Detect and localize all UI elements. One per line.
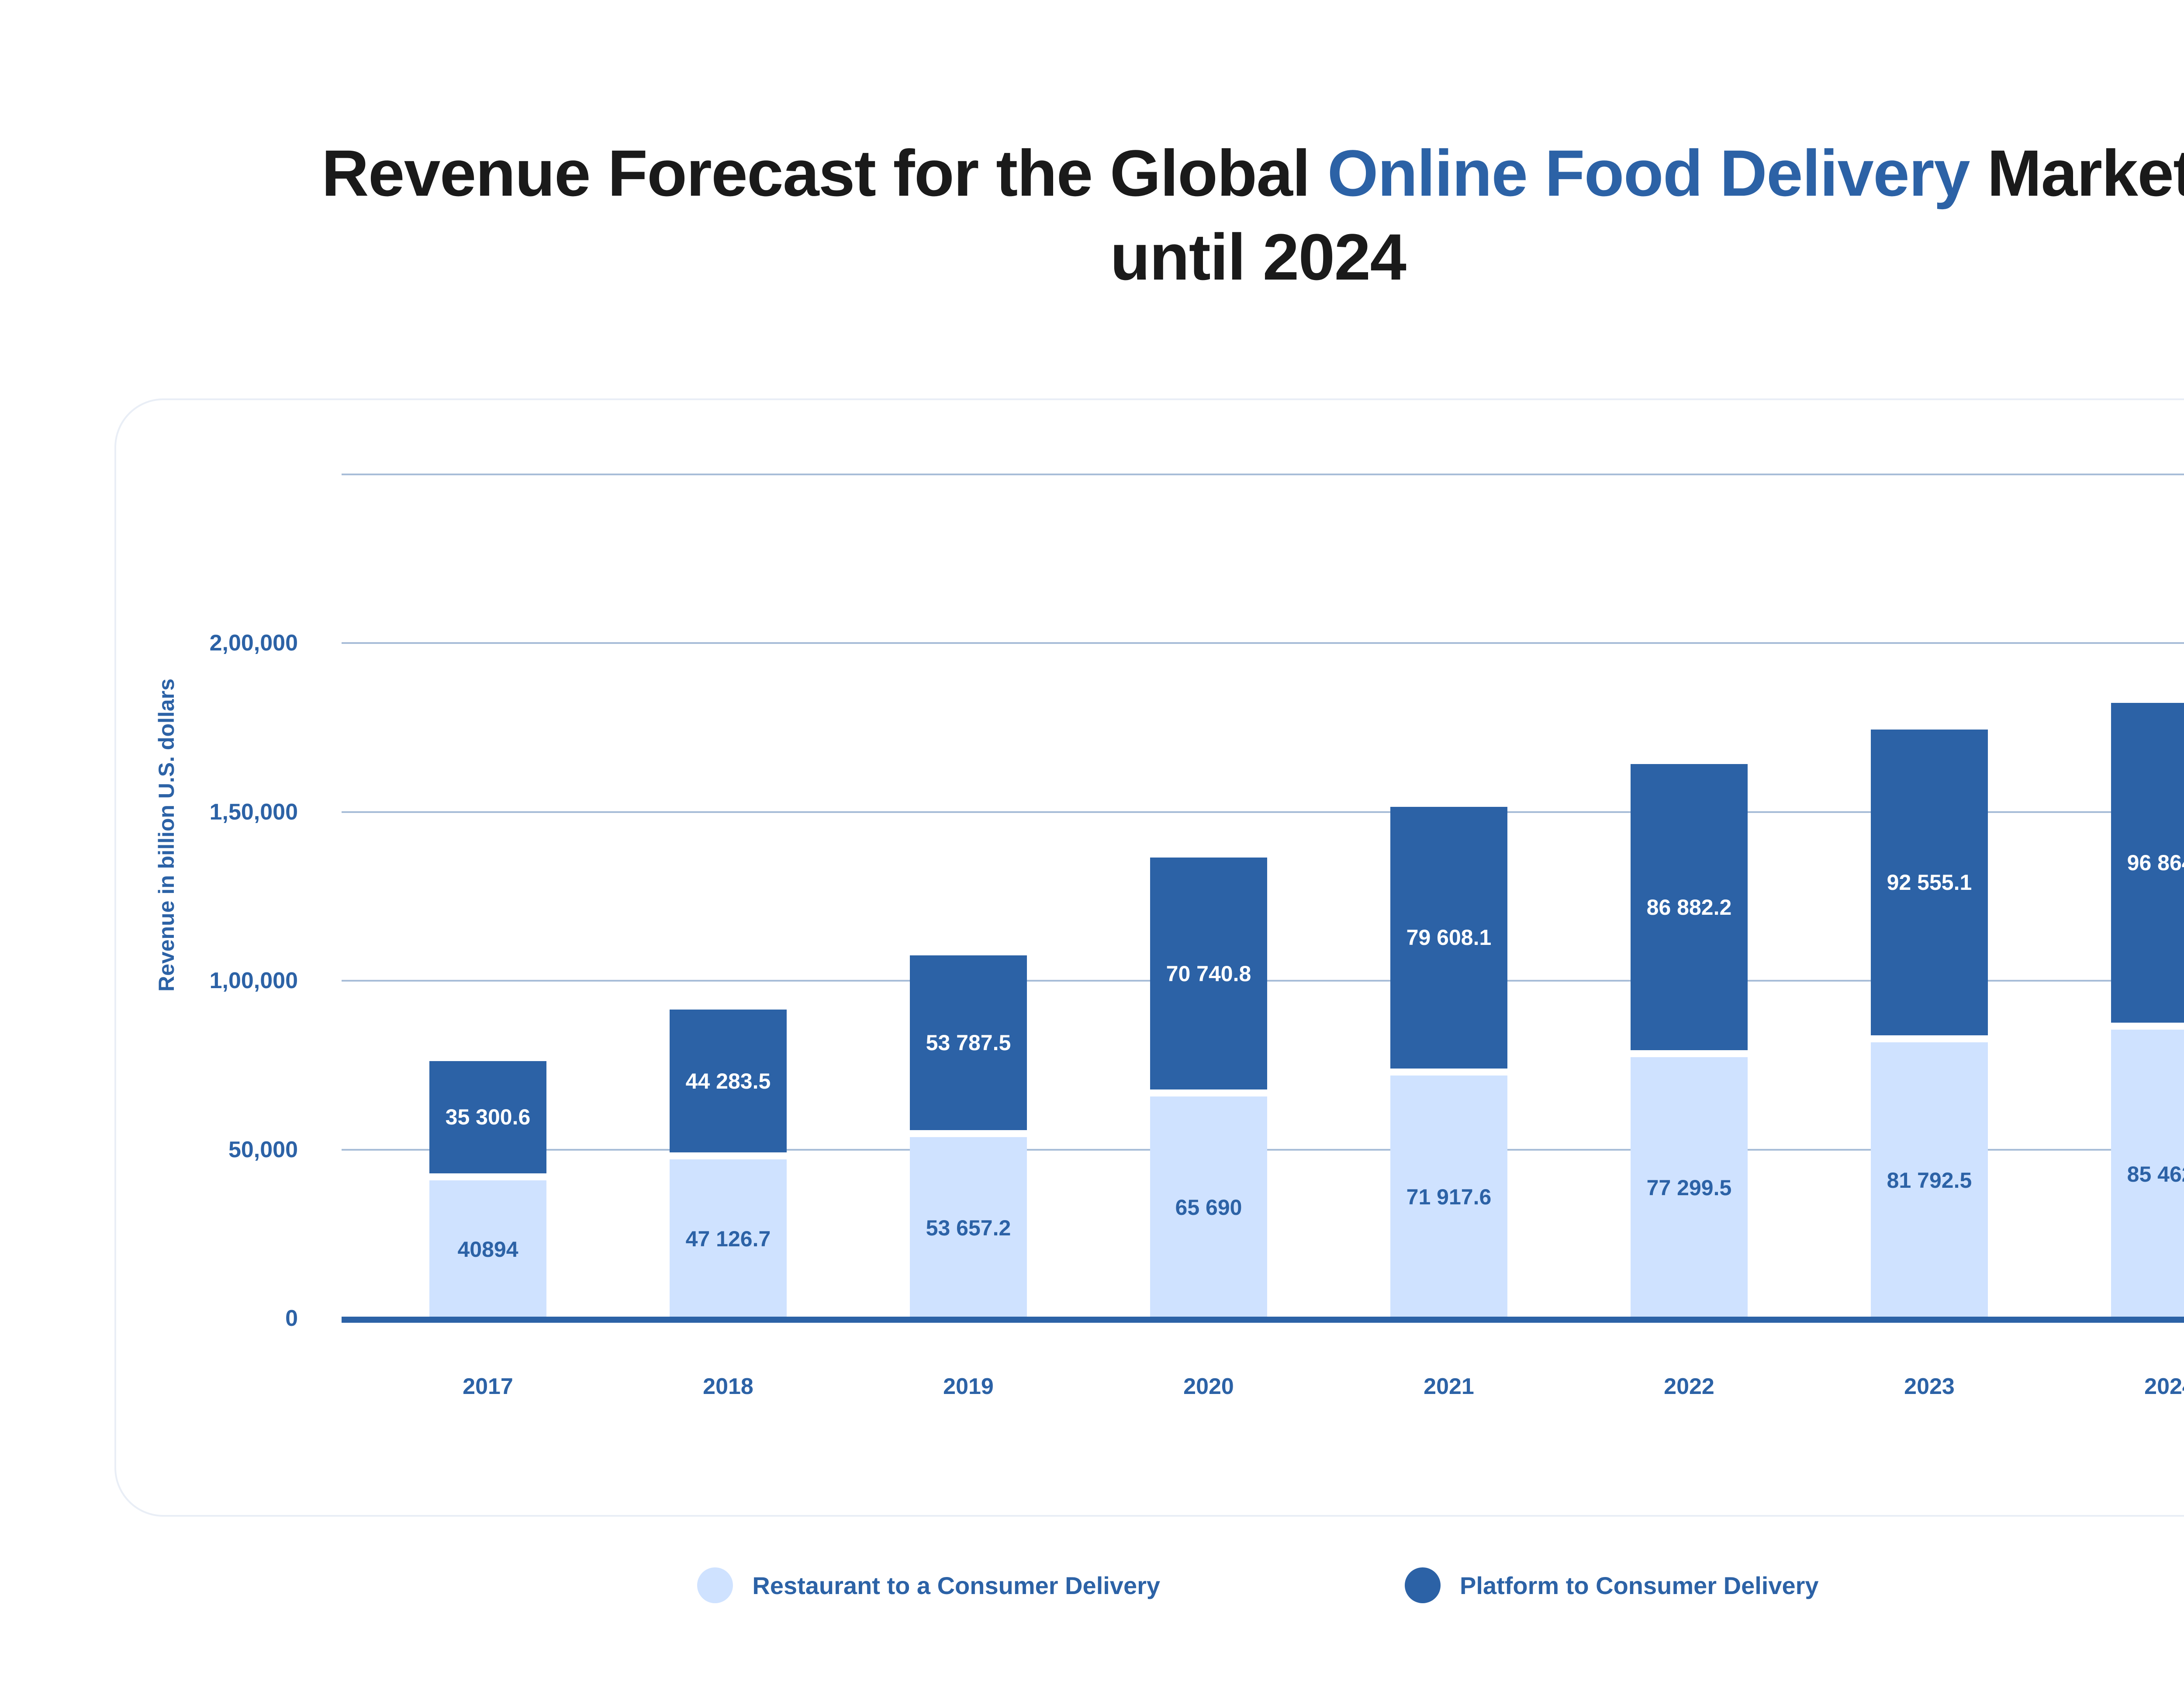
bar-segment-restaurant[interactable]: 77 299.5	[1631, 1057, 1748, 1318]
bar-value-label: 81 792.5	[1887, 1168, 1972, 1193]
bar-value-label: 35 300.6	[445, 1105, 531, 1130]
bar-segment-platform[interactable]: 53 787.5	[910, 955, 1027, 1131]
bar-segment-restaurant[interactable]: 85 462.8	[2111, 1030, 2184, 1318]
y-axis-tick-label: 1,50,000	[209, 799, 298, 825]
y-axis-tick-label: 50,000	[228, 1137, 298, 1162]
bar-value-label: 86 882.2	[1646, 895, 1732, 920]
bar-value-label: 40894	[457, 1237, 518, 1262]
x-axis-tick-label: 2020	[1183, 1374, 1234, 1399]
bar-segment-restaurant[interactable]: 53 657.2	[910, 1137, 1027, 1318]
bar-group[interactable]: 65 690 70 740.8 2020	[1150, 474, 1267, 1399]
x-axis-tick-label: 2022	[1664, 1374, 1714, 1399]
bar-segment-restaurant[interactable]: 40894	[429, 1180, 546, 1318]
bar-value-label: 96 864.4	[2127, 851, 2184, 875]
bar-group[interactable]: 81 792.5 92 555.1 2023	[1871, 474, 1988, 1399]
chart-legend: Restaurant to a Consumer Delivery Platfor…	[0, 1567, 2184, 1603]
bar-value-label: 44 283.5	[685, 1069, 771, 1093]
legend-label: Restaurant to a Consumer Delivery	[752, 1571, 1161, 1599]
y-axis-title: Revenue in billion U.S. dollars	[154, 678, 179, 992]
bar-group[interactable]: 77 299.5 86 882.2 2022	[1631, 474, 1748, 1399]
bar-segment-platform[interactable]: 92 555.1	[1871, 730, 1988, 1035]
chart-title-area: Revenue Forecast for the Global Online F…	[0, 131, 2184, 299]
x-axis-tick-label: 2018	[703, 1374, 753, 1399]
bar-group[interactable]: 47 126.7 44 283.5 2018	[670, 474, 787, 1399]
title-text-trailing: Market until 2024	[1110, 136, 2184, 294]
bar-segment-restaurant[interactable]: 71 917.6	[1390, 1076, 1507, 1318]
page-title: Revenue Forecast for the Global Online F…	[319, 131, 2184, 299]
legend-swatch-icon	[697, 1567, 733, 1603]
y-axis-tick-label: 1,00,000	[209, 968, 298, 993]
x-axis-baseline	[342, 1317, 2184, 1323]
y-axis-tick-label: 0	[285, 1306, 298, 1331]
title-text-accent: Online Food Delivery	[1327, 136, 1970, 210]
x-axis-tick-label: 2017	[463, 1374, 513, 1399]
bar-segment-platform[interactable]: 79 608.1	[1390, 806, 1507, 1069]
bar-value-label: 79 608.1	[1406, 925, 1492, 950]
bar-group[interactable]: 40894 35 300.6 2017	[429, 474, 546, 1399]
bar-value-label: 85 462.8	[2127, 1162, 2184, 1186]
bar-value-label: 92 555.1	[1887, 870, 1972, 895]
title-text-leading: Revenue Forecast for the Global	[321, 136, 1327, 210]
bar-group[interactable]: 53 657.2 53 787.5 2019	[910, 474, 1027, 1399]
bar-group[interactable]: 71 917.6 79 608.1 2021	[1390, 474, 1507, 1399]
bar-series-container: 40894 35 300.6 2017 47 126.7 44 283.5 2018 53 …	[342, 474, 2184, 1399]
bar-segment-restaurant[interactable]: 81 792.5	[1871, 1042, 1988, 1318]
bar-value-label: 47 126.7	[685, 1226, 771, 1251]
x-axis-tick-label: 2023	[1904, 1374, 1955, 1399]
x-axis-tick-label: 2021	[1424, 1374, 1474, 1399]
bar-segment-platform[interactable]: 35 300.6	[429, 1061, 546, 1173]
bar-segment-platform[interactable]: 44 283.5	[670, 1010, 787, 1152]
bar-group[interactable]: 85 462.8 96 864.4 2024	[2111, 474, 2184, 1399]
bar-value-label: 53 657.2	[926, 1215, 1011, 1240]
bar-value-label: 65 690	[1175, 1195, 1242, 1220]
chart-card	[114, 398, 2184, 1517]
bar-value-label: 53 787.5	[926, 1031, 1011, 1055]
bar-segment-restaurant[interactable]: 47 126.7	[670, 1159, 787, 1318]
gridline	[342, 811, 2184, 813]
bar-value-label: 71 917.6	[1406, 1185, 1492, 1210]
legend-item-platform[interactable]: Platform to Consumer Delivery	[1405, 1567, 1819, 1603]
bar-value-label: 77 299.5	[1646, 1176, 1732, 1200]
legend-item-restaurant[interactable]: Restaurant to a Consumer Delivery	[697, 1567, 1160, 1603]
bar-segment-platform[interactable]: 96 864.4	[2111, 702, 2184, 1023]
x-axis-tick-label: 2024	[2144, 1374, 2184, 1399]
bar-value-label: 70 740.8	[1166, 961, 1251, 986]
y-axis-tick-label: 2,00,000	[209, 630, 298, 656]
plot-area: 0 50,000 1,00,000 1,50,000 2,00,000 40894 35 …	[210, 474, 2184, 1399]
bar-segment-platform[interactable]: 86 882.2	[1631, 764, 1748, 1051]
gridline	[342, 642, 2184, 644]
legend-swatch-icon	[1405, 1567, 1441, 1603]
x-axis-tick-label: 2019	[943, 1374, 994, 1399]
bar-segment-platform[interactable]: 70 740.8	[1150, 858, 1267, 1090]
gridline-top	[342, 474, 2184, 475]
bar-segment-restaurant[interactable]: 65 690	[1150, 1096, 1267, 1318]
legend-label: Platform to Consumer Delivery	[1460, 1571, 1819, 1599]
